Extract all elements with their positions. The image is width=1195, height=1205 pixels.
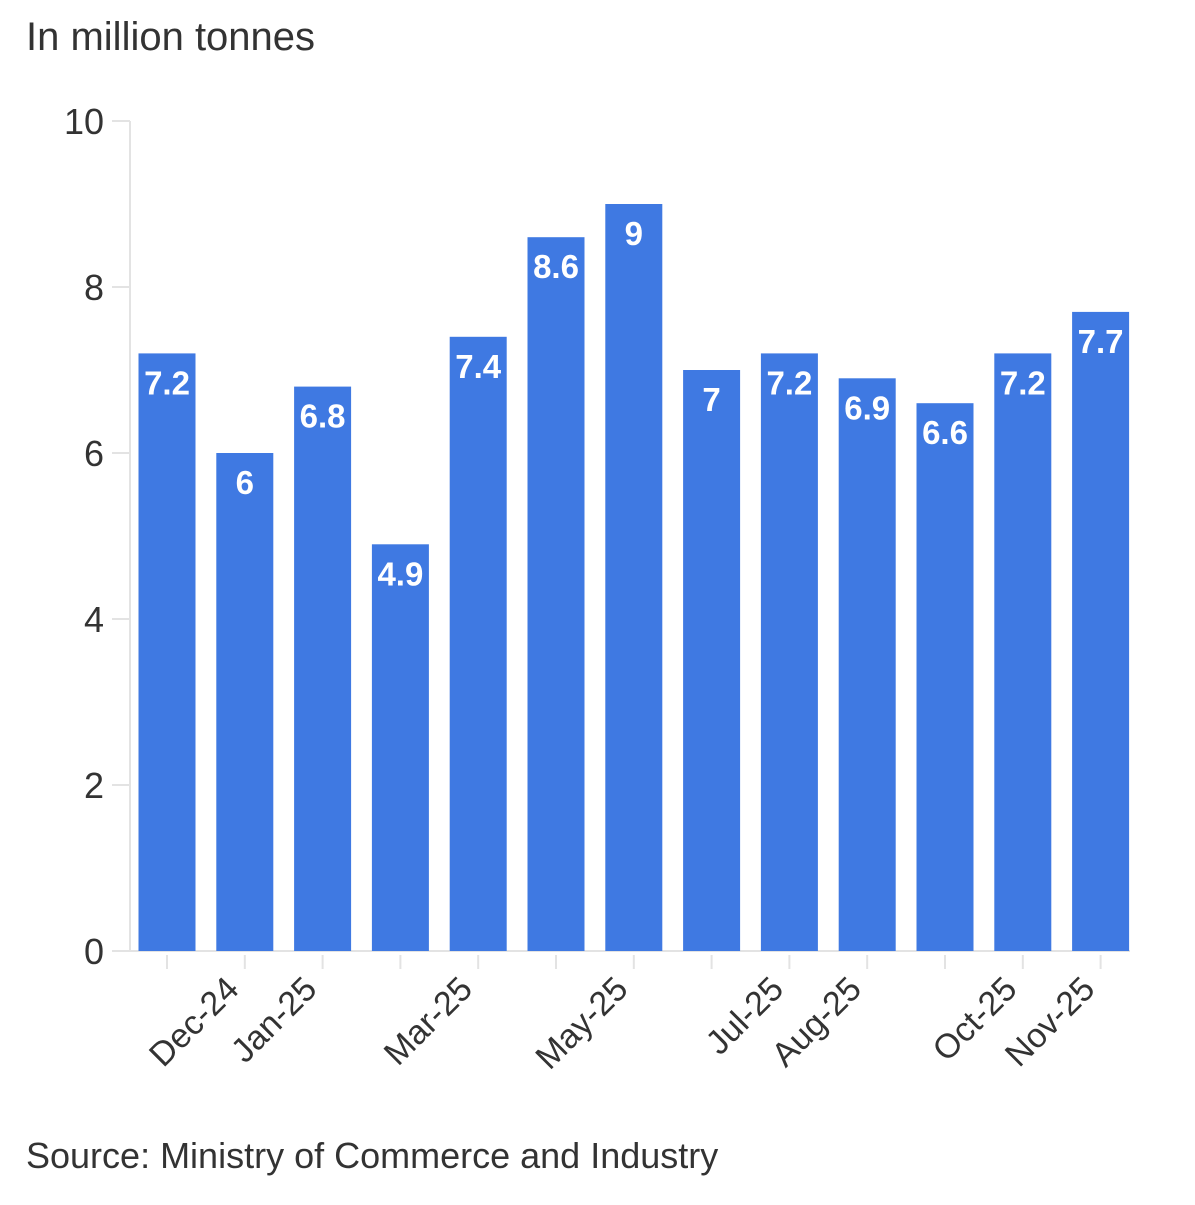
bar-value-label: 8.6 — [533, 248, 579, 285]
bar-value-label: 7.2 — [766, 364, 812, 401]
bar-value-label: 6.9 — [844, 389, 890, 426]
bar — [216, 453, 274, 951]
bar — [138, 353, 196, 951]
x-tick-label: Aug-25 — [764, 970, 868, 1074]
chart-source: Source: Ministry of Commerce and Industr… — [26, 1135, 718, 1176]
bar-value-label: 7.2 — [144, 364, 190, 401]
bar-labels: 7.2 6 6.8 4.9 7.4 8.6 9 7 7.2 6.9 6.6 7.2 7.7 — [144, 215, 1123, 592]
x-tick-label: Mar-25 — [377, 970, 480, 1073]
bar-value-label: 7.7 — [1078, 323, 1124, 360]
bar — [994, 353, 1052, 951]
x-tick-label: May-25 — [528, 970, 635, 1077]
x-tick-label: Dec-24 — [142, 970, 246, 1074]
bar — [683, 370, 741, 951]
bar — [294, 386, 352, 952]
bar — [371, 544, 429, 951]
y-axis: 0 2 4 6 8 10 — [64, 101, 131, 972]
bar — [605, 204, 663, 951]
bar — [838, 378, 896, 951]
y-tick-label: 4 — [84, 599, 104, 640]
bar-value-label: 7.4 — [455, 348, 502, 385]
bar-value-label: 9 — [625, 215, 643, 252]
bar — [449, 336, 507, 951]
x-tick-label: Nov-25 — [998, 970, 1102, 1074]
y-tick-label: 0 — [84, 931, 104, 972]
bar — [1072, 311, 1130, 951]
y-tick-label: 6 — [84, 433, 104, 474]
bar-value-label: 7 — [702, 381, 720, 418]
bar — [760, 353, 818, 951]
bar-value-label: 7.2 — [1000, 364, 1046, 401]
y-tick-label: 10 — [64, 101, 104, 142]
bars — [138, 204, 1130, 952]
bar-value-label: 6 — [236, 464, 254, 501]
x-tick-label: Jan-25 — [224, 970, 324, 1070]
y-tick-label: 2 — [84, 765, 104, 806]
bar-value-label: 4.9 — [377, 555, 423, 592]
bar — [527, 237, 585, 951]
bar-value-label: 6.8 — [300, 398, 346, 435]
chart-subtitle: In million tonnes — [26, 15, 315, 59]
y-tick-label: 8 — [84, 267, 104, 308]
bar-value-label: 6.6 — [922, 414, 968, 451]
bar — [916, 403, 974, 951]
